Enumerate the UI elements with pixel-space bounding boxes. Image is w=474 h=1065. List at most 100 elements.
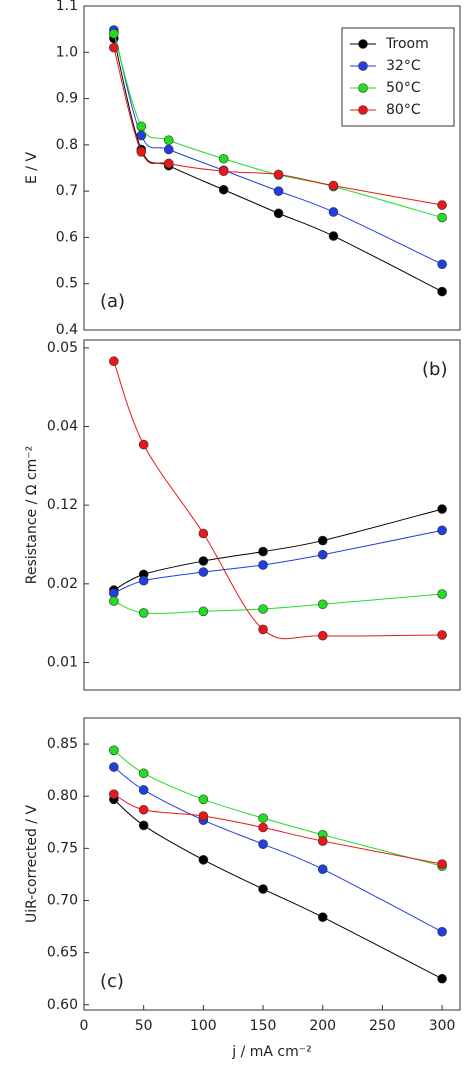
y-tick-label: 1.1 [56,0,78,14]
data-point [317,599,328,610]
data-point [109,789,119,799]
y-tick-label: 0.7 [56,183,78,199]
series-line [113,593,443,614]
x-tick-label: 50 [135,1018,153,1034]
y-tick-label: 0.65 [47,945,78,961]
data-point [138,804,149,815]
data-point [437,589,447,599]
data-point [437,212,447,223]
panel-label: (c) [100,971,124,992]
data-point [198,794,209,805]
series-line [113,766,443,933]
data-point [258,839,268,849]
y-tick-label: 0.01 [47,654,78,670]
data-point [258,813,268,823]
legend-label: 50°C [386,80,421,96]
data-point [138,785,149,795]
data-point [328,231,339,241]
data-point [317,912,328,922]
data-point [198,567,209,577]
data-point [198,811,209,821]
x-axis-label: j / mA cm⁻² [231,1044,312,1060]
series-line [113,361,443,640]
data-point [163,158,174,169]
data-point [437,259,447,270]
series-line [113,529,443,594]
data-point [109,42,119,53]
series-line [113,508,443,591]
panel-label: (b) [422,359,447,380]
data-point [317,549,328,560]
x-tick-label: 0 [80,1018,89,1034]
data-point [138,768,149,779]
plot-frame [83,5,461,331]
data-point [163,135,174,146]
data-point [109,596,119,606]
data-point [317,836,328,846]
data-point [317,630,328,641]
y-tick-label: 0.4 [56,322,78,338]
data-point [138,608,149,618]
data-point [258,884,268,894]
x-tick-label: 200 [309,1018,336,1034]
plot-frame [83,339,461,691]
data-point [198,528,209,539]
data-point [437,973,447,984]
legend-label: Troom [385,36,429,52]
data-point [437,286,447,297]
data-point [328,207,339,217]
y-tick-label: 0.5 [56,276,78,292]
data-point [258,560,268,570]
y-axis-label: Resistance / Ω cm⁻² [24,446,40,585]
data-point [138,575,149,586]
x-tick-label: 150 [250,1018,277,1034]
legend-marker [358,105,368,115]
data-point [317,864,328,875]
legend-marker [358,61,368,71]
data-point [437,630,447,640]
y-tick-label: 0.04 [47,419,78,435]
legend-marker [358,39,368,49]
data-point [109,356,119,367]
panel-label: (a) [100,291,125,312]
data-point [437,926,447,937]
y-axis-label: E / V [24,152,40,184]
y-tick-label: 0.75 [47,840,78,856]
data-point [273,169,284,180]
data-point [258,604,268,614]
series-line [113,749,443,867]
data-point [136,147,147,157]
legend-label: 32°C [386,58,421,74]
data-point [273,186,284,196]
data-point [136,121,147,132]
y-tick-label: 0.80 [47,788,78,804]
data-point [109,762,119,772]
y-tick-label: 0.02 [47,576,78,592]
y-tick-label: 0.70 [47,893,78,909]
data-point [198,855,209,865]
data-point [218,153,229,164]
data-point [198,556,209,566]
y-tick-label: 0.9 [56,91,78,107]
y-tick-label: 1.0 [56,44,78,60]
data-point [328,180,339,191]
data-point [258,546,268,557]
data-point [198,606,209,617]
data-point [437,200,447,210]
data-point [437,525,447,536]
data-point [163,144,174,155]
x-tick-label: 300 [429,1018,456,1034]
legend-box [341,27,455,127]
data-point [138,439,149,450]
data-point [258,822,268,833]
data-point [109,745,119,756]
series-line [113,798,443,980]
data-point [109,28,119,39]
x-tick-label: 100 [190,1018,217,1034]
data-point [437,504,447,514]
y-tick-label: 0.8 [56,137,78,153]
y-tick-label: 0.60 [47,997,78,1013]
data-point [437,859,447,869]
x-tick-label: 250 [369,1018,396,1034]
